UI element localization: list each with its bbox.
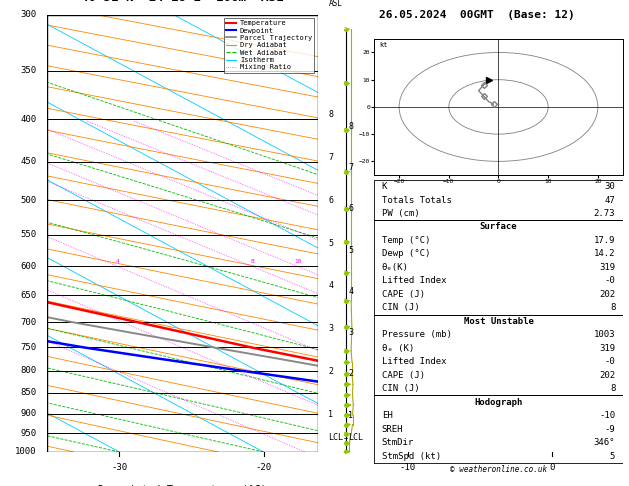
Text: 5: 5 [328,239,333,247]
Text: θₑ (K): θₑ (K) [382,344,414,353]
Text: 319: 319 [599,344,615,353]
Text: 1: 1 [348,411,353,420]
Text: 40°51'N  14°18'E  106m  ASL: 40°51'N 14°18'E 106m ASL [81,0,284,4]
Text: 8: 8 [610,303,615,312]
Text: K: K [382,182,387,191]
Text: 4: 4 [116,259,120,264]
Text: Hodograph: Hodograph [474,398,523,407]
Text: 5: 5 [348,245,353,255]
Text: 1: 1 [328,410,333,418]
Text: 750: 750 [20,343,36,352]
Text: © weatheronline.co.uk: © weatheronline.co.uk [450,465,547,474]
Text: -0: -0 [604,277,615,285]
Text: 346°: 346° [594,438,615,447]
Text: Most Unstable: Most Unstable [464,317,533,326]
Text: 47: 47 [604,195,615,205]
Text: θₑ(K): θₑ(K) [382,263,409,272]
Text: SREH: SREH [382,425,403,434]
Text: 30: 30 [604,182,615,191]
Text: 202: 202 [599,290,615,299]
Text: 8: 8 [348,122,353,131]
Text: 450: 450 [20,157,36,166]
Text: 2.73: 2.73 [594,209,615,218]
Text: Lifted Index: Lifted Index [382,277,446,285]
Text: 800: 800 [20,366,36,375]
Text: 6: 6 [328,196,333,205]
Text: CAPE (J): CAPE (J) [382,290,425,299]
Text: CAPE (J): CAPE (J) [382,371,425,380]
Text: Temp (°C): Temp (°C) [382,236,430,245]
Text: 7: 7 [328,153,333,162]
Text: 2: 2 [348,369,353,379]
Text: 4: 4 [328,281,333,290]
Text: 0: 0 [549,463,555,472]
Text: 7: 7 [348,163,353,172]
Text: 17.9: 17.9 [594,236,615,245]
Text: 1000: 1000 [15,448,36,456]
Text: 8: 8 [328,110,333,120]
Legend: Temperature, Dewpoint, Parcel Trajectory, Dry Adiabat, Wet Adiabat, Isotherm, Mi: Temperature, Dewpoint, Parcel Trajectory… [224,18,314,72]
Text: StmSpd (kt): StmSpd (kt) [382,451,441,461]
Text: 400: 400 [20,115,36,123]
Text: LCL: LCL [328,433,343,442]
Text: -10: -10 [400,463,416,472]
Text: -0: -0 [604,357,615,366]
Text: km
ASL: km ASL [328,0,342,8]
Text: 700: 700 [20,318,36,327]
Text: CIN (J): CIN (J) [382,303,420,312]
Text: EH: EH [382,411,392,420]
Text: -10: -10 [599,411,615,420]
Text: 319: 319 [599,263,615,272]
Text: 900: 900 [20,409,36,418]
Text: 10: 10 [294,259,301,264]
Text: 26.05.2024  00GMT  (Base: 12): 26.05.2024 00GMT (Base: 12) [379,10,574,19]
Text: 600: 600 [20,262,36,271]
Text: 2: 2 [328,367,333,376]
Text: LCL: LCL [348,433,363,442]
Text: Lifted Index: Lifted Index [382,357,446,366]
Text: 300: 300 [20,10,36,19]
Text: 6: 6 [348,204,353,213]
Text: PW (cm): PW (cm) [382,209,420,218]
Text: 500: 500 [20,196,36,205]
Text: 5: 5 [610,451,615,461]
Text: 3: 3 [328,324,333,333]
Text: 550: 550 [20,230,36,239]
Text: Surface: Surface [480,223,517,231]
Text: Totals Totals: Totals Totals [382,195,452,205]
Text: 1003: 1003 [594,330,615,339]
Text: 4: 4 [348,287,353,296]
Text: Pressure (mb): Pressure (mb) [382,330,452,339]
Text: 950: 950 [20,429,36,438]
Text: Dewp (°C): Dewp (°C) [382,249,430,259]
Text: -9: -9 [604,425,615,434]
Text: 8: 8 [610,384,615,393]
Text: -30: -30 [111,463,127,472]
Text: 202: 202 [599,371,615,380]
Text: 3: 3 [348,328,353,337]
Text: kt: kt [379,42,387,48]
Text: 8: 8 [250,259,254,264]
Text: -20: -20 [255,463,272,472]
Text: 14.2: 14.2 [594,249,615,259]
Text: Dewpoint / Temperature (°C): Dewpoint / Temperature (°C) [98,485,267,486]
Text: 850: 850 [20,388,36,398]
Text: 650: 650 [20,291,36,300]
Text: CIN (J): CIN (J) [382,384,420,393]
Text: StmDir: StmDir [382,438,414,447]
Text: 350: 350 [20,66,36,75]
